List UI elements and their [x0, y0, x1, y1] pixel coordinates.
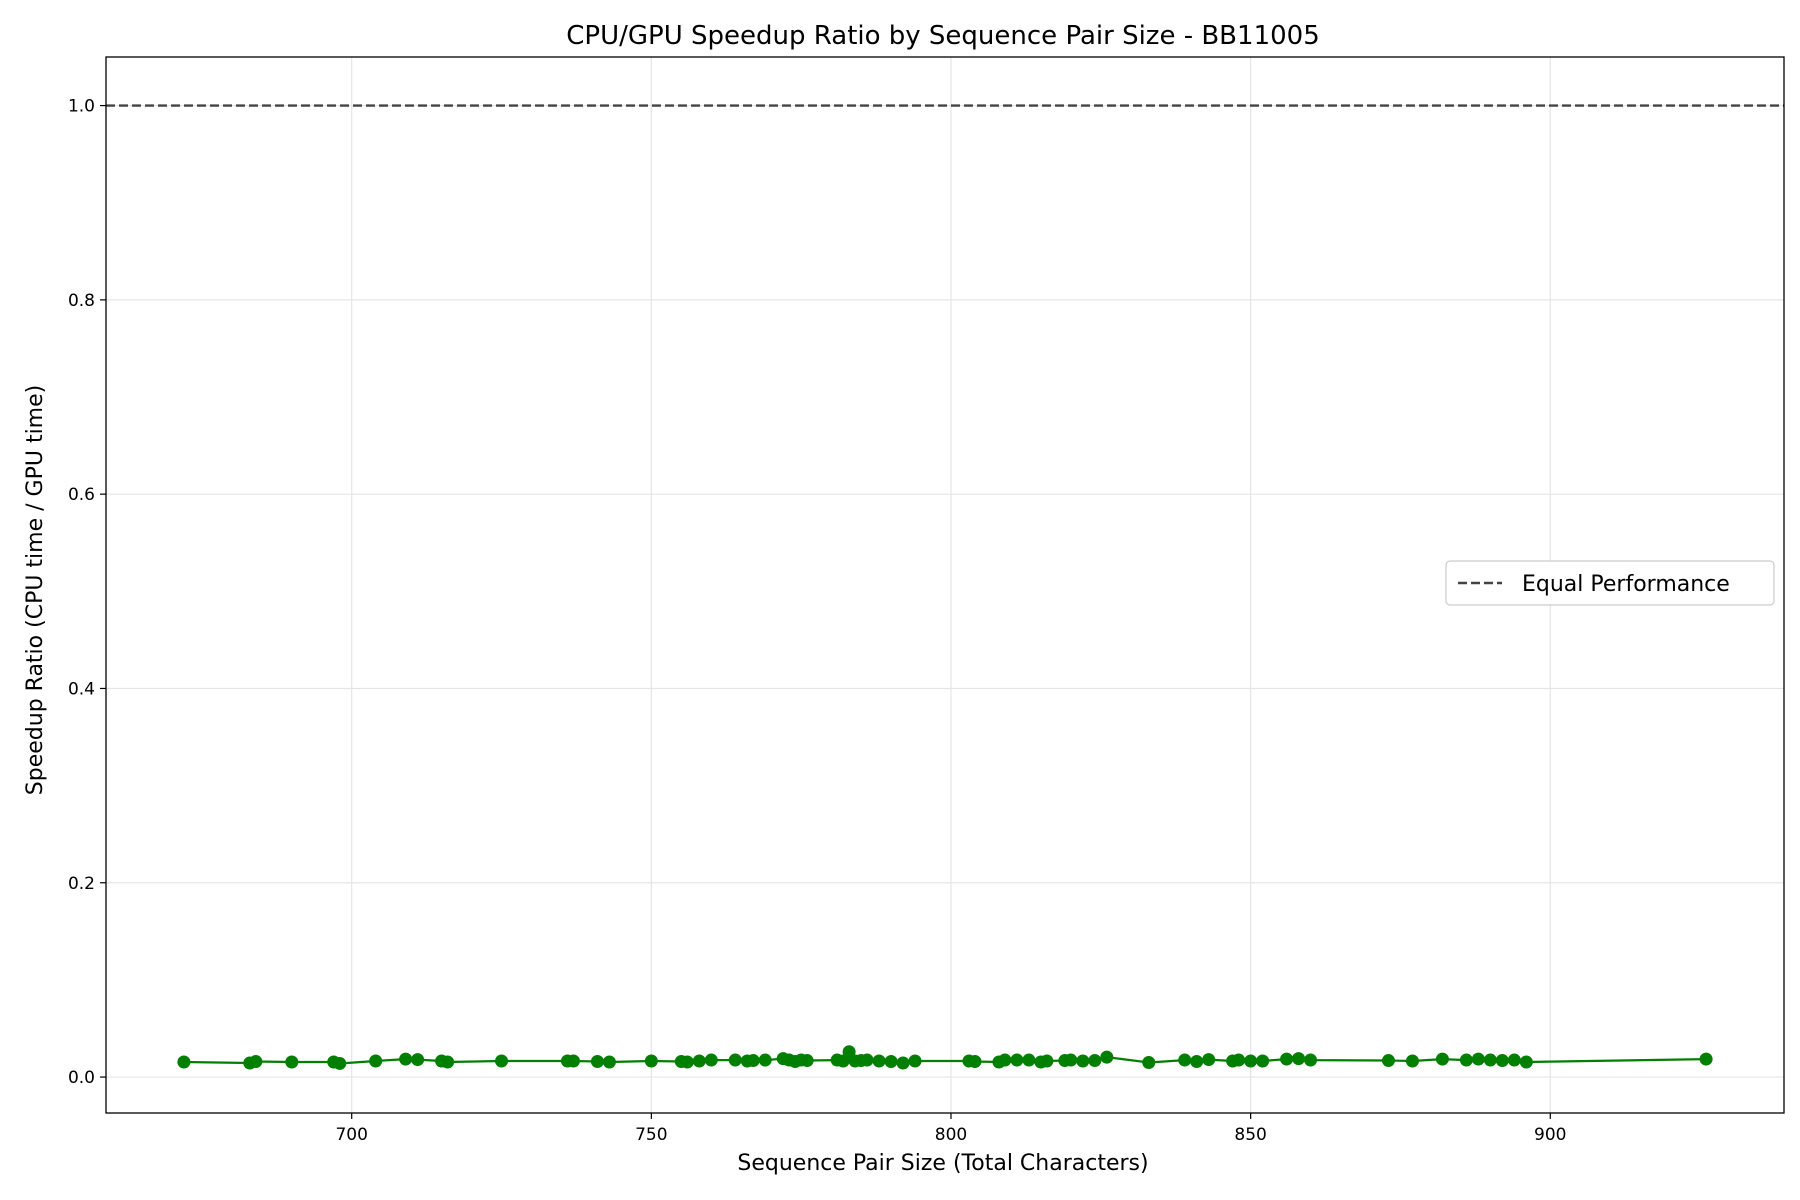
data-point [692, 1054, 706, 1068]
data-point [590, 1055, 604, 1069]
y-tick-label: 0.2 [68, 874, 95, 894]
x-tick-label: 800 [935, 1125, 967, 1145]
legend: Equal Performance [1445, 560, 1775, 606]
data-point [836, 1054, 850, 1068]
x-tick-label: 900 [1534, 1125, 1566, 1145]
data-point [1232, 1053, 1246, 1067]
data-point [411, 1053, 425, 1067]
data-point [860, 1053, 874, 1067]
data-point [728, 1053, 742, 1067]
legend-box [1445, 560, 1775, 606]
x-axis-label: Sequence Pair Size (Total Characters) [737, 1151, 1148, 1176]
data-point [746, 1054, 760, 1068]
data-point [1190, 1055, 1204, 1069]
data-point [704, 1053, 718, 1067]
data-point [884, 1055, 898, 1069]
data-point [441, 1055, 455, 1069]
data-point [333, 1056, 347, 1070]
y-axis-label: Speedup Ratio (CPU time / GPU time) [23, 385, 48, 795]
data-point [1010, 1053, 1024, 1067]
data-point [1435, 1052, 1449, 1066]
data-point [1256, 1054, 1270, 1068]
data-point [1381, 1054, 1395, 1068]
data-point [495, 1054, 509, 1068]
data-point [249, 1055, 263, 1069]
x-tick-label: 750 [635, 1125, 667, 1145]
data-point [1459, 1053, 1473, 1067]
data-point [566, 1054, 580, 1068]
y-tick-label: 0.8 [68, 291, 95, 311]
data-point [1076, 1054, 1090, 1068]
data-point [1699, 1052, 1713, 1066]
data-point [1292, 1052, 1306, 1066]
data-point [285, 1055, 299, 1069]
data-point [680, 1055, 694, 1069]
data-point [399, 1052, 413, 1066]
data-point [872, 1054, 886, 1068]
data-point [1280, 1052, 1294, 1066]
data-point [1178, 1053, 1192, 1067]
data-point [998, 1053, 1012, 1067]
legend-entry-equal-performance: Equal Performance [1522, 572, 1730, 597]
data-point [1405, 1054, 1419, 1068]
y-tick-label: 0.6 [68, 485, 95, 505]
data-point [1142, 1055, 1156, 1069]
data-point [1495, 1054, 1509, 1068]
chart-title: CPU/GPU Speedup Ratio by Sequence Pair S… [566, 21, 1319, 51]
data-point [800, 1054, 814, 1068]
data-point [968, 1055, 982, 1069]
data-point [1483, 1053, 1497, 1067]
data-point [1064, 1053, 1078, 1067]
data-point [1304, 1053, 1318, 1067]
data-point [758, 1053, 772, 1067]
data-point [1507, 1053, 1521, 1067]
data-point [1519, 1055, 1533, 1069]
data-point [644, 1054, 658, 1068]
data-point [177, 1055, 191, 1069]
data-point [1471, 1052, 1485, 1066]
data-point [1202, 1053, 1216, 1067]
data-point [1244, 1054, 1258, 1068]
plot-frame [105, 56, 1785, 1114]
x-tick-label: 850 [1234, 1125, 1266, 1145]
data-point [602, 1055, 616, 1069]
data-point [1088, 1054, 1102, 1068]
x-tick-label: 700 [335, 1125, 367, 1145]
data-point [1040, 1054, 1054, 1068]
data-point [369, 1054, 383, 1068]
y-tick-label: 1.0 [68, 97, 95, 117]
series-layer [177, 1045, 1713, 1070]
tick-layer: 700 750 800 850 900 0.0 0.2 0.4 0.6 0.8 1.0 [68, 97, 1567, 1145]
y-tick-label: 0.0 [68, 1068, 95, 1088]
data-point [908, 1054, 922, 1068]
data-point [896, 1056, 910, 1070]
y-tick-label: 0.4 [68, 679, 95, 699]
data-point [1100, 1050, 1114, 1064]
data-point [842, 1045, 856, 1059]
data-point [1022, 1053, 1036, 1067]
